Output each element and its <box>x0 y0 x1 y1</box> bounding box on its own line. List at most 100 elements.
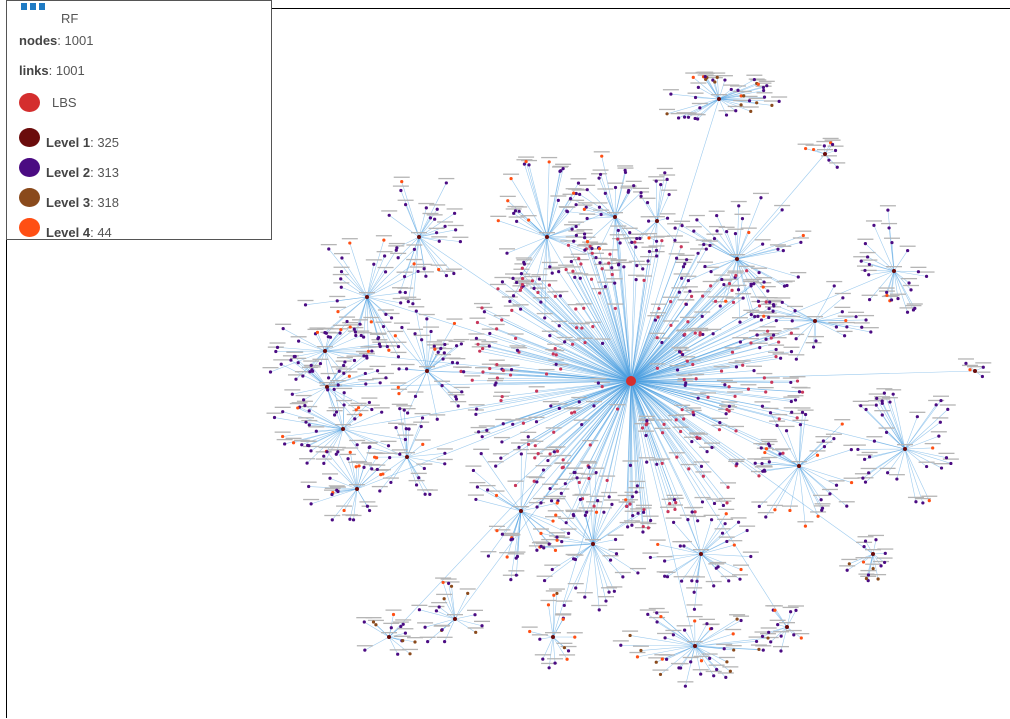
graph-node[interactable] <box>600 155 603 158</box>
graph-node[interactable] <box>539 300 542 303</box>
graph-node[interactable] <box>684 384 687 387</box>
graph-node[interactable] <box>765 300 768 303</box>
graph-node[interactable] <box>366 505 369 508</box>
graph-node[interactable] <box>606 479 609 482</box>
graph-node[interactable] <box>556 450 559 453</box>
graph-node[interactable] <box>906 249 909 252</box>
graph-node[interactable] <box>562 618 565 621</box>
graph-node[interactable] <box>862 560 865 563</box>
graph-node[interactable] <box>519 308 522 311</box>
graph-node[interactable] <box>443 351 446 354</box>
graph-node[interactable] <box>833 284 836 287</box>
graph-node[interactable] <box>357 464 360 467</box>
graph-node[interactable] <box>348 241 351 244</box>
graph-node[interactable] <box>677 116 680 119</box>
graph-node[interactable] <box>877 577 880 580</box>
graph-node[interactable] <box>535 549 538 552</box>
graph-node[interactable] <box>571 343 574 346</box>
graph-node[interactable] <box>499 457 502 460</box>
graph-node[interactable] <box>785 429 788 432</box>
graph-node[interactable] <box>610 503 613 506</box>
graph-node[interactable] <box>481 435 484 438</box>
graph-node[interactable] <box>523 162 526 165</box>
graph-node[interactable] <box>725 501 728 504</box>
graph-node[interactable] <box>424 275 427 278</box>
graph-node[interactable] <box>706 396 709 399</box>
graph-node[interactable] <box>797 464 801 468</box>
graph-node[interactable] <box>696 117 699 120</box>
graph-node[interactable] <box>555 363 558 366</box>
graph-node[interactable] <box>386 345 389 348</box>
graph-node[interactable] <box>305 461 308 464</box>
graph-node[interactable] <box>758 304 761 307</box>
graph-node[interactable] <box>488 344 491 347</box>
graph-node[interactable] <box>639 195 642 198</box>
graph-node[interactable] <box>726 486 729 489</box>
graph-node[interactable] <box>574 307 577 310</box>
graph-node[interactable] <box>674 501 677 504</box>
graph-node[interactable] <box>723 78 726 81</box>
graph-node[interactable] <box>608 495 611 498</box>
graph-node[interactable] <box>768 460 771 463</box>
graph-node[interactable] <box>514 337 517 340</box>
graph-node[interactable] <box>563 340 566 343</box>
graph-node[interactable] <box>660 341 663 344</box>
graph-node[interactable] <box>655 661 658 664</box>
graph-node[interactable] <box>601 267 604 270</box>
graph-node[interactable] <box>604 192 607 195</box>
graph-node[interactable] <box>453 212 456 215</box>
graph-node[interactable] <box>336 310 339 313</box>
graph-node[interactable] <box>596 499 599 502</box>
graph-node[interactable] <box>722 504 725 507</box>
graph-node[interactable] <box>645 461 648 464</box>
graph-node[interactable] <box>863 269 866 272</box>
graph-node[interactable] <box>527 163 530 166</box>
graph-node[interactable] <box>665 658 668 661</box>
graph-node[interactable] <box>538 638 541 641</box>
graph-node[interactable] <box>548 265 551 268</box>
graph-node[interactable] <box>964 362 967 365</box>
graph-node[interactable] <box>763 451 766 454</box>
graph-node[interactable] <box>460 390 463 393</box>
graph-node[interactable] <box>642 279 645 282</box>
graph-node[interactable] <box>823 152 827 156</box>
graph-node[interactable] <box>291 393 294 396</box>
graph-node[interactable] <box>760 462 763 465</box>
graph-node[interactable] <box>770 336 773 339</box>
graph-node[interactable] <box>368 509 371 512</box>
graph-node[interactable] <box>732 632 735 635</box>
graph-node[interactable] <box>539 532 542 535</box>
graph-node[interactable] <box>674 227 677 230</box>
graph-node[interactable] <box>435 609 438 612</box>
graph-node[interactable] <box>737 288 740 291</box>
graph-node[interactable] <box>765 84 768 87</box>
graph-node[interactable] <box>438 605 441 608</box>
graph-node[interactable] <box>742 94 745 97</box>
graph-node[interactable] <box>569 197 572 200</box>
graph-node[interactable] <box>760 318 763 321</box>
graph-node[interactable] <box>766 636 769 639</box>
graph-node[interactable] <box>935 403 938 406</box>
graph-node[interactable] <box>442 581 445 584</box>
graph-node[interactable] <box>546 459 549 462</box>
graph-node[interactable] <box>483 310 486 313</box>
graph-node[interactable] <box>647 236 650 239</box>
graph-node[interactable] <box>892 393 895 396</box>
graph-node[interactable] <box>659 615 662 618</box>
graph-node[interactable] <box>325 450 328 453</box>
graph-node[interactable] <box>757 648 760 651</box>
graph-node[interactable] <box>702 243 705 246</box>
graph-node[interactable] <box>762 280 765 283</box>
graph-node[interactable] <box>325 332 328 335</box>
graph-node[interactable] <box>397 392 400 395</box>
graph-node[interactable] <box>822 439 825 442</box>
graph-node[interactable] <box>387 444 390 447</box>
graph-node[interactable] <box>781 208 784 211</box>
graph-node[interactable] <box>864 242 867 245</box>
graph-node[interactable] <box>666 510 669 513</box>
graph-node[interactable] <box>336 450 339 453</box>
graph-node[interactable] <box>570 260 573 263</box>
graph-node[interactable] <box>575 203 578 206</box>
graph-node[interactable] <box>895 477 898 480</box>
graph-node[interactable] <box>946 408 949 411</box>
